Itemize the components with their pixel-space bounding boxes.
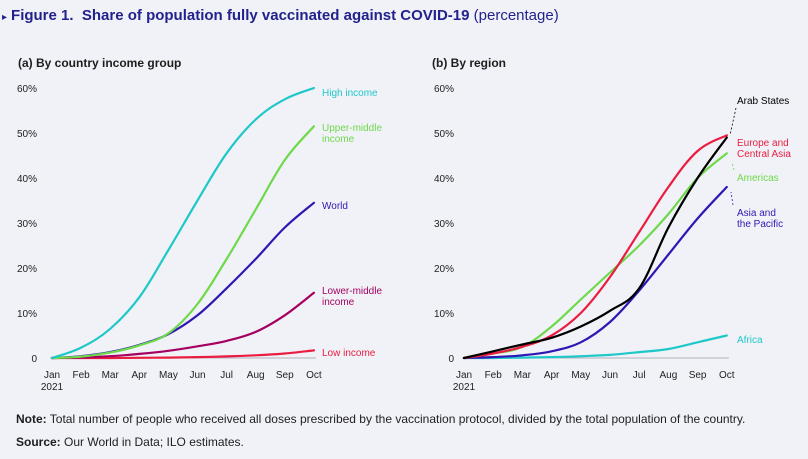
x-tick-label: Sep	[276, 370, 294, 381]
y-tick-label: 30%	[17, 219, 37, 230]
series-label-lower-middle-income: Lower-middle income	[322, 286, 382, 308]
series-label-africa: Africa	[737, 335, 763, 346]
y-tick-label: 20%	[434, 264, 454, 275]
y-tick-label: 40%	[17, 174, 37, 185]
series-line-europe-and-central-asia	[462, 134, 728, 360]
y-tick-label: 60%	[17, 84, 37, 95]
figure-title: ▸ Figure 1. Share of population fully vac…	[2, 7, 559, 24]
chart-panel-region: (b) By region 0 10% 20% 30% 40% 50% 60% Jan 2021 F…	[432, 56, 791, 393]
x-tick-label: May	[159, 370, 178, 381]
x-tick-label: Oct	[719, 370, 735, 381]
x-tick-label: May	[571, 370, 590, 381]
x-tick-label: Apr	[544, 370, 560, 381]
x-tick-label: Mar	[102, 370, 120, 381]
series-line-asia-and-the-pacific	[462, 185, 728, 360]
series-line-arab-states	[462, 136, 728, 360]
x-tick-label: Jul	[220, 370, 233, 381]
x-tick-label: Jan 2021	[453, 370, 476, 393]
y-tick-label: 50%	[434, 129, 454, 140]
y-tick-label: 0	[448, 354, 454, 365]
series-label-leader	[731, 162, 735, 171]
series-label-world: World	[322, 201, 348, 212]
x-tick-label: Jun	[602, 370, 618, 381]
y-tick-label: 60%	[434, 84, 454, 95]
x-tick-label: Mar	[514, 370, 532, 381]
series-label-europe-and-central-asia: Europe and Central Asia	[737, 138, 791, 160]
y-tick-label: 40%	[434, 174, 454, 185]
x-tick-label: Jul	[633, 370, 646, 381]
series-line-high-income	[50, 86, 315, 360]
x-tick-label: Feb	[485, 370, 503, 381]
y-tick-label: 10%	[434, 309, 454, 320]
figure-title-text: Share of population fully vaccinated aga…	[81, 7, 470, 24]
x-tick-label: Sep	[689, 370, 707, 381]
y-tick-label: 30%	[434, 219, 454, 230]
series-line-africa	[462, 334, 728, 360]
y-tick-label: 0	[31, 354, 37, 365]
x-tick-label: Jun	[189, 370, 205, 381]
series-label-arab-states: Arab States	[737, 96, 789, 107]
charts-canvas: (a) By country income group 0 10% 20% 30% 40%…	[17, 56, 791, 393]
series-line-lower-middle-income	[50, 291, 315, 360]
y-tick-label: 10%	[17, 309, 37, 320]
note-label: Note:	[16, 412, 47, 426]
x-tick-label: Feb	[72, 370, 90, 381]
chart-title: (b) By region	[432, 56, 506, 70]
source-line: Source: Our World in Data; ILO estimates…	[16, 435, 244, 449]
series-label-leader	[729, 107, 737, 136]
x-tick-label: Apr	[132, 370, 148, 381]
series-label-high-income: High income	[322, 88, 378, 99]
series-label-low-income: Low income	[322, 348, 376, 359]
series-label-leader	[730, 191, 734, 206]
x-tick-label: Aug	[660, 370, 678, 381]
series-label-asia-and-the-pacific: Asia and the Pacific	[737, 208, 783, 230]
y-tick-label: 20%	[17, 264, 37, 275]
chart-panel-income-group: (a) By country income group 0 10% 20% 30% 40%…	[17, 56, 382, 393]
figure-label: Figure 1.	[11, 7, 74, 24]
source-text: Our World in Data; ILO estimates.	[64, 435, 244, 449]
note-text: Total number of people who received all …	[49, 412, 746, 426]
x-tick-label: Jan 2021	[41, 370, 64, 393]
series-line-americas	[462, 152, 728, 360]
series-label-americas: Americas	[737, 173, 779, 184]
x-tick-label: Aug	[247, 370, 265, 381]
note-line: Note: Total number of people who receive…	[16, 412, 745, 426]
figure-title-suffix: (percentage)	[473, 7, 559, 24]
chart-title: (a) By country income group	[18, 56, 181, 70]
source-label: Source:	[16, 435, 61, 449]
series-label-upper-middle-income: Upper-middle income	[322, 123, 382, 145]
series-line-upper-middle-income	[50, 125, 315, 360]
x-tick-label: Oct	[306, 370, 322, 381]
y-tick-label: 50%	[17, 129, 37, 140]
caret-right-icon: ▸	[2, 12, 8, 23]
